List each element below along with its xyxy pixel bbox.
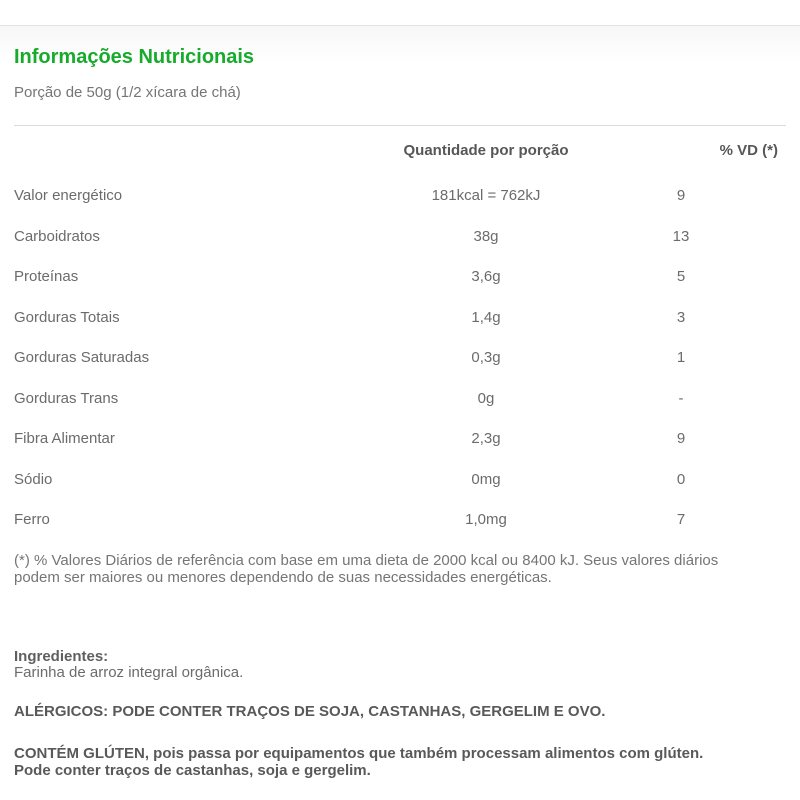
nutrient-dv: 9: [676, 187, 686, 205]
table-header-row: Quantidade por porção % VD (*): [14, 126, 786, 176]
nutrient-amount: 2,3g: [471, 430, 501, 448]
nutrient-label: Gorduras Totais: [14, 308, 120, 326]
nutrient-dv: 0: [676, 470, 686, 488]
allergens-warning: ALÉRGICOS: PODE CONTER TRAÇOS DE SOJA, C…: [14, 703, 606, 721]
table-row-protein: Proteínas 3,6g 5: [14, 257, 786, 298]
nutrient-label: Ferro: [14, 511, 50, 529]
table-row-trans-fat: Gorduras Trans 0g -: [14, 378, 786, 419]
table-row-fiber: Fibra Alimentar 2,3g 9: [14, 419, 786, 460]
nutrient-amount: 0g: [477, 389, 495, 407]
nutrient-dv: 1: [676, 349, 686, 367]
nutrient-dv: 9: [676, 430, 686, 448]
serving-size-text: Porção de 50g (1/2 xícara de chá): [14, 83, 241, 101]
nutrient-label: Gorduras Saturadas: [14, 349, 150, 367]
nutrient-label: Fibra Alimentar: [14, 430, 115, 448]
nutrient-amount: 0,3g: [471, 349, 501, 367]
nutrient-label: Carboidratos: [14, 227, 100, 245]
gluten-warning: CONTÉM GLÚTEN, pois passa por equipament…: [14, 745, 704, 780]
nutrient-dv: 13: [672, 227, 690, 245]
nutrient-amount: 1,4g: [471, 308, 501, 326]
nutrient-dv: -: [678, 389, 684, 407]
nutrition-table: Quantidade por porção % VD (*) Valor ene…: [14, 126, 786, 541]
nutrient-label: Valor energético: [14, 187, 123, 205]
nutrient-dv: 3: [676, 308, 686, 326]
table-row-sodium: Sódio 0mg 0: [14, 459, 786, 500]
nutrient-label: Sódio: [14, 470, 53, 488]
header-daily-value: % VD (*): [719, 142, 778, 160]
daily-values-footnote: (*) % Valores Diários de referência com …: [14, 552, 719, 587]
table-row-saturated-fat: Gorduras Saturadas 0,3g 1: [14, 338, 786, 379]
nutrient-dv: 5: [676, 268, 686, 286]
nutrient-amount: 0mg: [471, 470, 501, 488]
nutrient-amount: 181kcal = 762kJ: [431, 187, 541, 205]
nutrient-amount: 38g: [473, 227, 499, 245]
page-title: Informações Nutricionais: [14, 46, 255, 68]
ingredients-value: Farinha de arroz integral orgânica.: [14, 664, 244, 682]
ingredients-block: Ingredientes: Farinha de arroz integral …: [14, 649, 786, 681]
header-divider: [14, 124, 786, 126]
table-row-total-fat: Gorduras Totais 1,4g 3: [14, 297, 786, 338]
nutrient-label: Proteínas: [14, 268, 79, 286]
table-row-energy: Valor energético 181kcal = 762kJ 9: [14, 176, 786, 217]
header-amount-per-serving: Quantidade por porção: [403, 142, 569, 160]
table-row-iron: Ferro 1,0mg 7: [14, 500, 786, 541]
nutrient-amount: 3,6g: [471, 268, 501, 286]
nutrient-amount: 1,0mg: [465, 511, 507, 529]
nutrition-info-section: Informações Nutricionais Porção de 50g (…: [0, 25, 800, 800]
ingredients-label: Ingredientes:: [14, 648, 109, 666]
nutrient-label: Gorduras Trans: [14, 389, 119, 407]
nutrient-dv: 7: [676, 511, 686, 529]
table-row-carbs: Carboidratos 38g 13: [14, 216, 786, 257]
